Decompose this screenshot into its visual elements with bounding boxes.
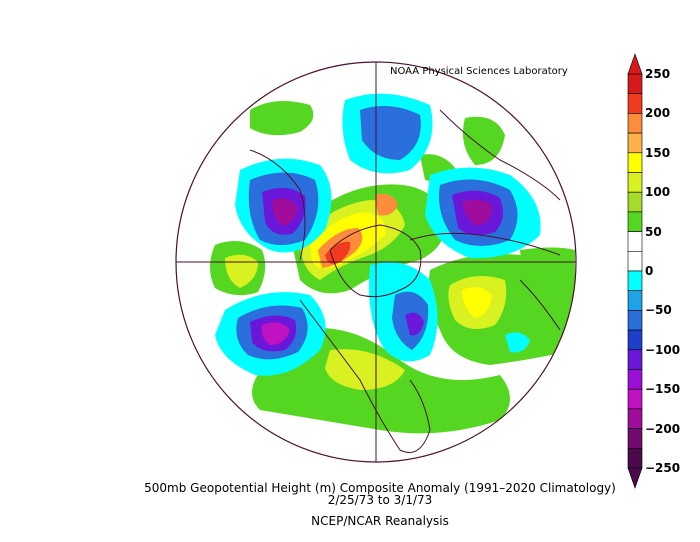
negative-anomaly-region	[405, 312, 424, 336]
caption-dates: 2/25/73 to 3/1/73	[327, 493, 433, 507]
colorbar-min-arrow	[627, 467, 643, 489]
colorbar-segment	[627, 132, 643, 154]
anomaly-field	[176, 62, 576, 462]
colorbar-segment	[627, 329, 643, 351]
colorbar-tick-label: 50	[645, 224, 662, 239]
colorbar-segment	[627, 251, 643, 272]
positive-anomaly-region	[375, 193, 398, 216]
caption-title: 500mb Geopotential Height (m) Composite …	[144, 481, 616, 495]
colorbar-tick-label: −150	[645, 382, 681, 397]
colorbar-tick-label: −200	[645, 421, 681, 436]
colorbar-tick-label: −250	[645, 461, 681, 475]
colorbar-segment	[627, 447, 643, 469]
caption-source: NCEP/NCAR Reanalysis	[311, 514, 449, 528]
colorbar-segment	[627, 408, 643, 429]
negative-anomaly-region	[462, 199, 492, 226]
negative-anomaly-region	[261, 322, 290, 345]
colorbar-segment	[627, 191, 643, 213]
colorbar-segment	[627, 290, 643, 311]
negative-anomaly-region	[505, 332, 530, 353]
colorbar-segment	[627, 113, 643, 134]
colorbar-segment	[627, 211, 643, 232]
colorbar-segment	[627, 388, 643, 410]
colorbar-segment	[627, 152, 643, 173]
colorbar-segment	[627, 73, 643, 95]
colorbar-tick-label: 250	[645, 67, 671, 81]
colorbar-segment	[627, 231, 643, 252]
colorbar-segment	[627, 310, 643, 331]
negative-anomaly-region	[272, 198, 298, 226]
colorbar-segment	[627, 369, 643, 390]
colorbar-segment	[627, 349, 643, 370]
positive-anomaly-region	[462, 286, 492, 318]
positive-anomaly-region	[325, 241, 351, 264]
colorbar	[627, 53, 643, 489]
colorbar-max-arrow	[627, 53, 643, 75]
positive-anomaly-region	[225, 254, 258, 288]
map-boundary	[175, 61, 577, 463]
colorbar-tick-label: 100	[645, 185, 671, 200]
colorbar-segment	[627, 172, 643, 193]
credit-label: NOAA Physical Sciences Laboratory	[390, 66, 568, 77]
colorbar-tick-label: 0	[645, 264, 654, 278]
coastlines	[249, 109, 561, 453]
negative-anomaly-region	[360, 106, 421, 160]
positive-anomaly-region	[250, 101, 314, 136]
colorbar-tick-label: 150	[645, 145, 671, 160]
colorbar-segment	[627, 93, 643, 114]
colorbar-tick-label: −100	[645, 342, 681, 357]
colorbar-segment	[627, 428, 643, 449]
colorbar-tick-label: −50	[645, 303, 672, 318]
positive-anomaly-region	[462, 116, 505, 165]
colorbar-segment	[627, 270, 643, 292]
colorbar-tick-label: 200	[645, 106, 671, 121]
